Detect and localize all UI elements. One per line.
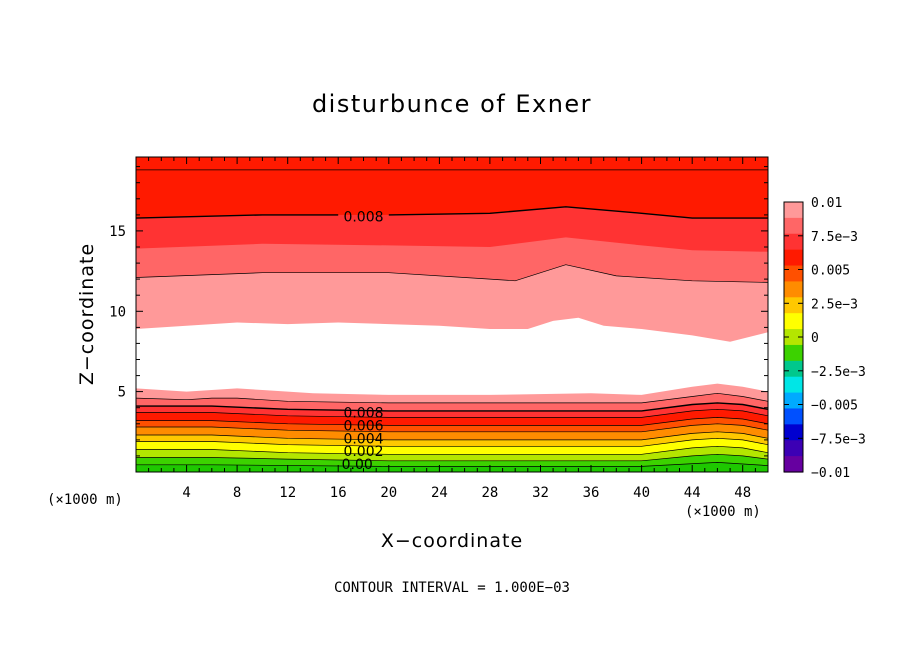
contour-line-8 [136, 431, 768, 441]
colorbar-label: 7.5e−3 [811, 230, 858, 245]
colorbar-label: −0.01 [811, 466, 850, 481]
colorbar-swatch [784, 424, 803, 441]
contour-line-11 [136, 453, 768, 462]
colorbar-ticks [784, 201, 803, 473]
x-tick-label: 8 [233, 485, 241, 501]
chart-title: disturbunce of Exner [312, 90, 592, 118]
contour-label-0: 0.008 [343, 210, 383, 226]
y-axis-label: Z−coordinate [76, 243, 98, 385]
colorbar-swatch [784, 360, 803, 378]
colorbar-label: 0 [811, 331, 819, 346]
y-tick-label: 5 [118, 385, 126, 401]
contour-line-3 [136, 392, 768, 404]
colorbar-swatch [784, 456, 803, 473]
contour-line-2 [136, 264, 768, 283]
colorbar-swatch [784, 217, 803, 235]
contour-lines [136, 169, 768, 467]
colorbar-label: −2.5e−3 [811, 365, 866, 380]
y-tick-label: 15 [109, 224, 126, 240]
y-unit-label: (×1000 m) [47, 492, 123, 508]
x-tick-label: 4 [182, 485, 190, 501]
x-axis-label: X−coordinate [381, 530, 523, 552]
contour-label-3: 0.004 [343, 431, 383, 447]
x-tick-label: 20 [380, 485, 397, 501]
contour-line-1 [136, 214, 339, 219]
y-tick-label: 10 [109, 304, 126, 320]
contour-fills [136, 157, 768, 472]
x-tick-label: 24 [431, 485, 448, 501]
contour-line-5 [136, 408, 768, 418]
contour-label-2: 0.006 [343, 418, 383, 434]
axis-ticks [136, 157, 768, 472]
x-tick-label: 32 [532, 485, 549, 501]
contour-label-1: 0.008 [343, 406, 383, 422]
colorbar-label: 0.005 [811, 264, 850, 279]
colorbar-label: 0.01 [811, 196, 842, 211]
colorbar-swatch [784, 329, 803, 346]
x-unit-label: (×1000 m) [685, 504, 761, 520]
contour-line-10 [136, 445, 768, 455]
x-tick-label: 36 [583, 485, 600, 501]
colorbar-label: −0.005 [811, 399, 858, 414]
colorbar-swatch [784, 249, 803, 267]
x-tick-label: 16 [330, 485, 347, 501]
x-tick-label: 44 [684, 485, 701, 501]
colorbar-label: 2.5e−3 [811, 297, 858, 312]
fill-band-15 [136, 462, 768, 472]
contour-line-9 [136, 437, 768, 447]
colorbar-swatch [784, 233, 803, 251]
x-tick-labels: 4 8 12 16 20 24 28 32 36 40 44 48 [182, 485, 751, 501]
colorbar-swatch [784, 408, 803, 425]
x-tick-label: 12 [279, 485, 296, 501]
contour-label-4: 0.002 [343, 444, 383, 460]
colorbar-labels: 0.01 7.5e−3 0.005 2.5e−3 0 −2.5e−3 −0.005 −7.5e… [811, 196, 866, 481]
colorbar-swatch [784, 440, 803, 457]
colorbar-swatch [784, 297, 803, 314]
contour-label-5: 0.00 [342, 457, 373, 473]
contour-line-1-b [388, 206, 768, 219]
colorbar-swatch [784, 265, 803, 283]
contour-line-12 [136, 462, 768, 467]
contour-line-6 [136, 417, 768, 426]
colorbar-swatch [784, 281, 803, 298]
colorbar-swatch [784, 313, 803, 330]
x-tick-label: 28 [481, 485, 498, 501]
y-tick-labels: 5 10 15 [109, 224, 126, 401]
x-tick-label: 48 [734, 485, 751, 501]
contour-line-4 [136, 402, 768, 412]
contour-interval-note: CONTOUR INTERVAL = 1.000E−03 [334, 580, 570, 596]
x-tick-label: 40 [633, 485, 650, 501]
contour-line-7 [136, 423, 768, 433]
colorbar-swatch [784, 392, 803, 410]
colorbar-swatch [784, 344, 803, 362]
colorbar-label: −7.5e−3 [811, 432, 866, 447]
colorbar-swatch [784, 376, 803, 394]
colorbar-swatch [784, 202, 803, 219]
